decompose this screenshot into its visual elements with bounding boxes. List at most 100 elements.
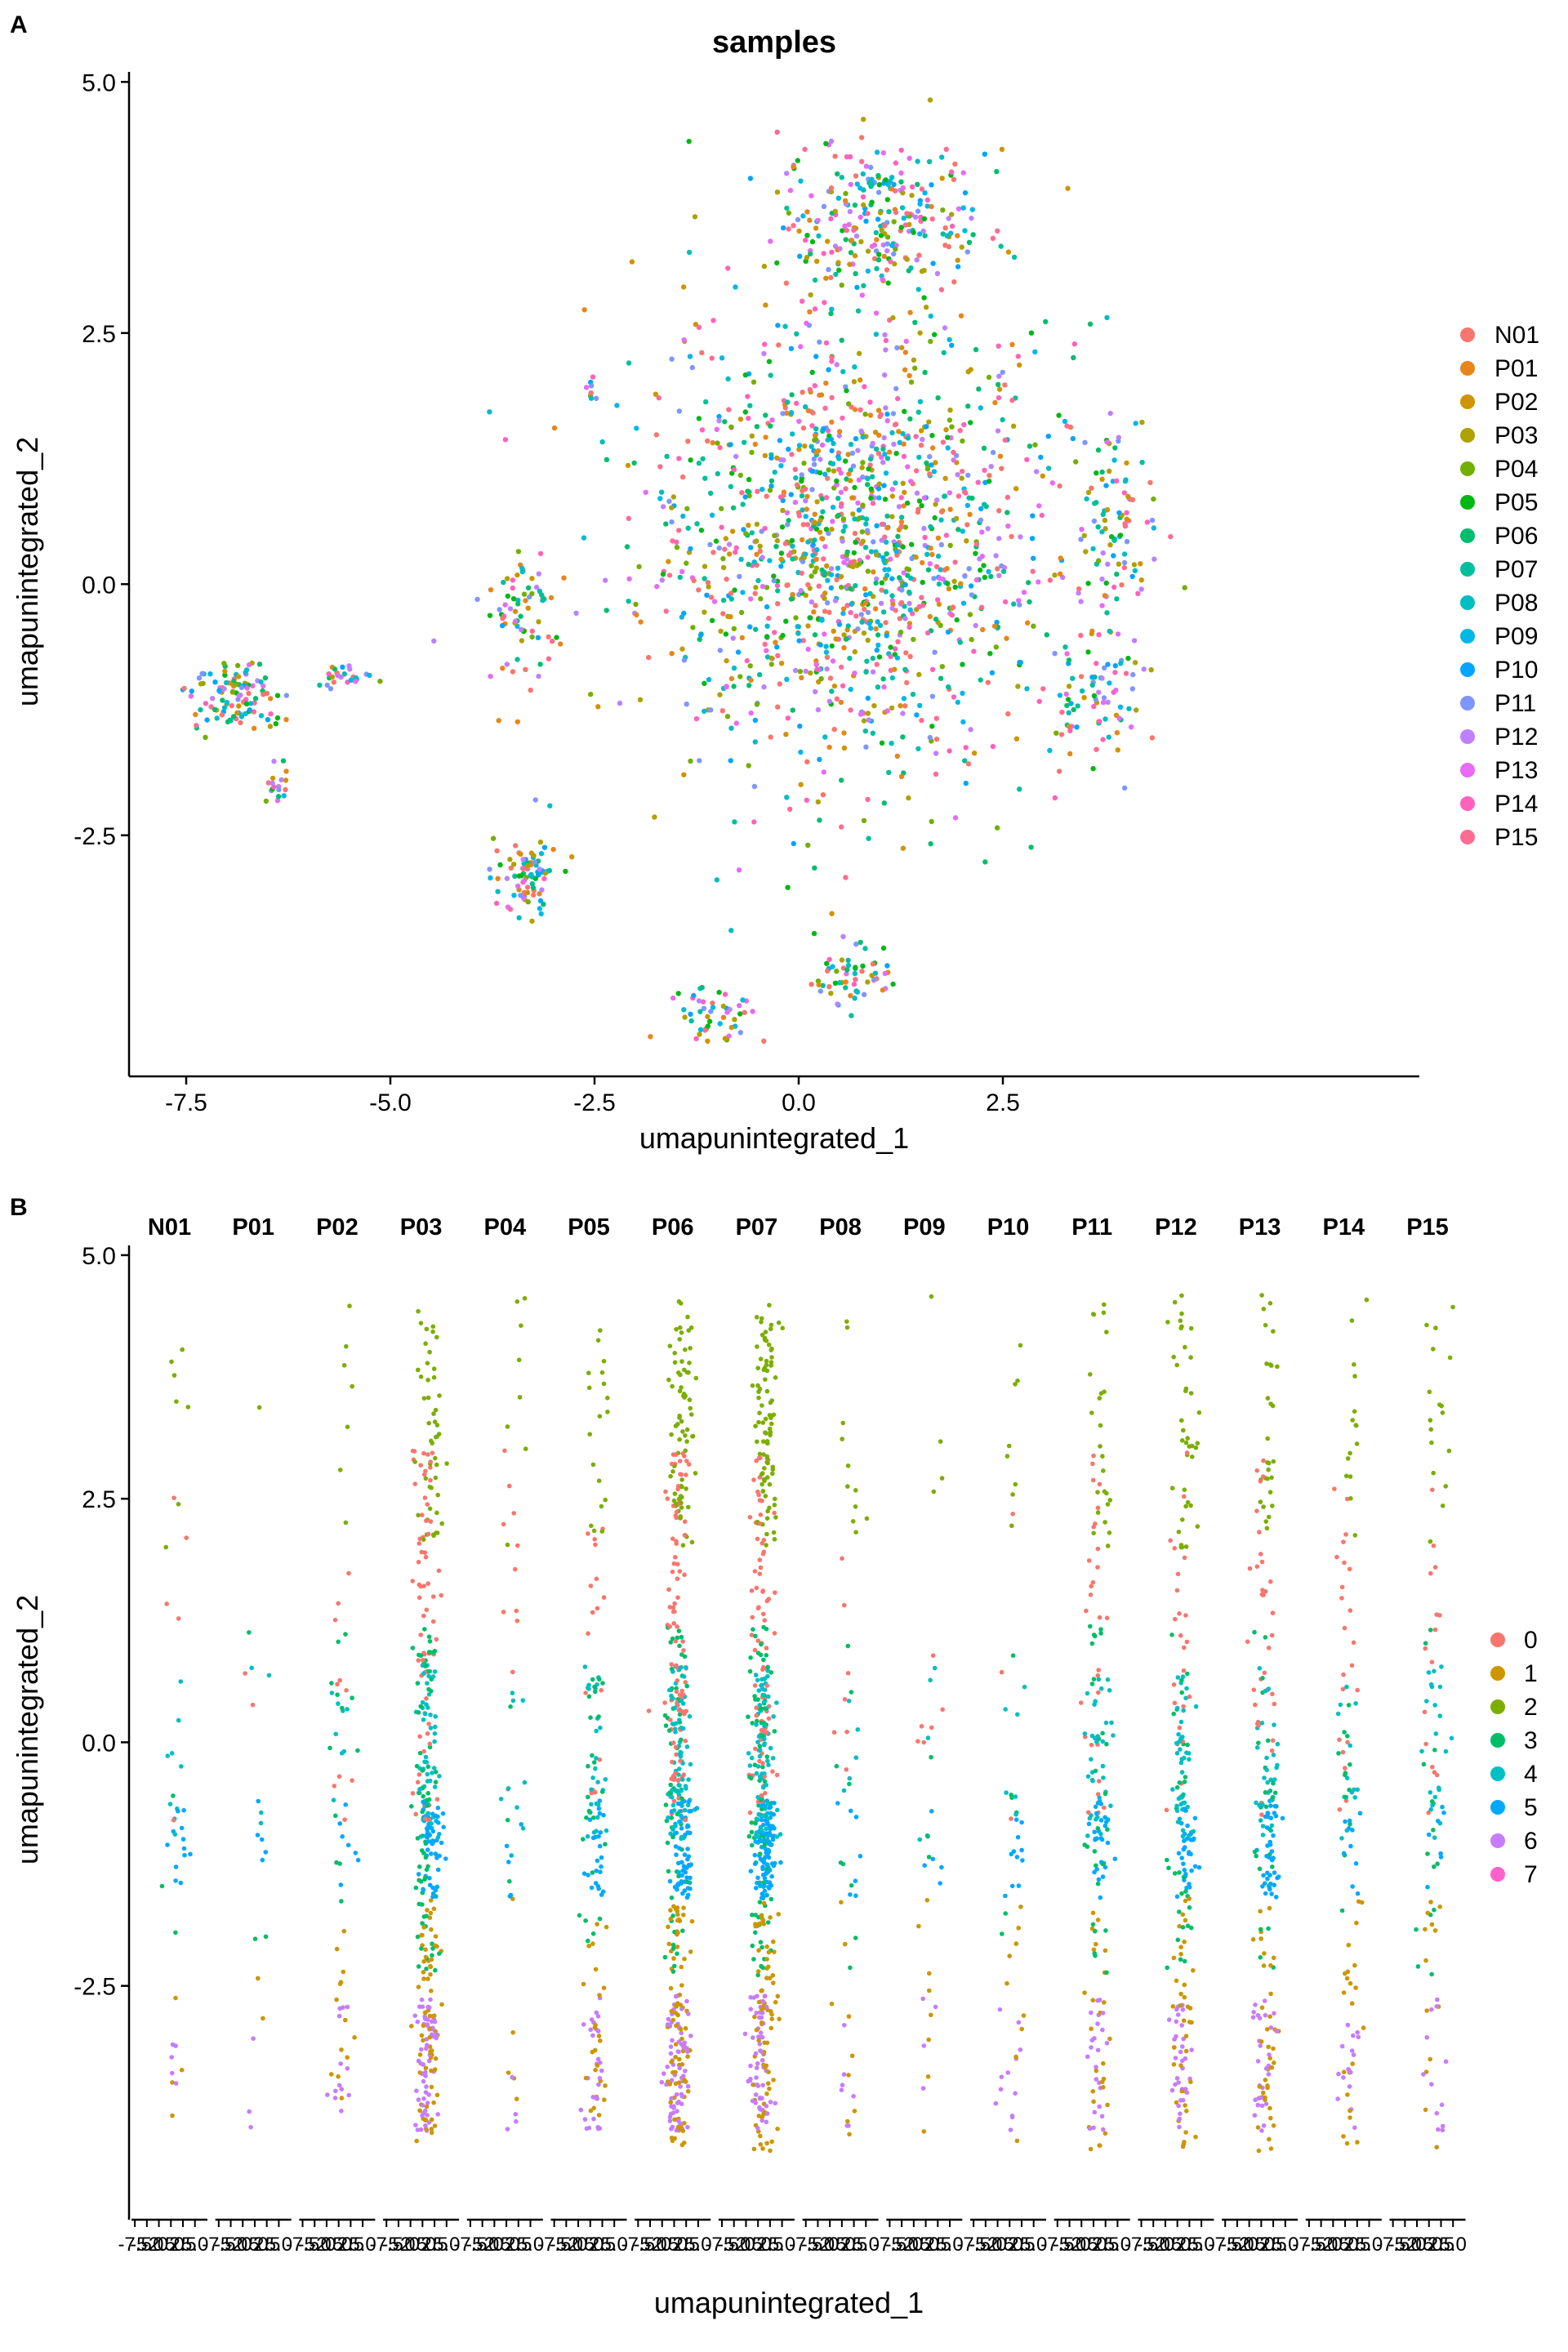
scatter-point bbox=[430, 1894, 435, 1900]
scatter-point bbox=[775, 653, 781, 658]
scatter-point bbox=[178, 1880, 184, 1886]
scatter-point bbox=[768, 1811, 773, 1816]
scatter-point bbox=[178, 1679, 184, 1684]
scatter-point bbox=[426, 1692, 432, 1697]
scatter-point bbox=[1151, 496, 1156, 502]
scatter-point bbox=[1021, 2013, 1027, 2018]
scatter-point bbox=[993, 2100, 999, 2106]
scatter-point bbox=[973, 622, 978, 629]
scatter-point bbox=[889, 493, 896, 499]
x-tick-label: -2.5 bbox=[394, 2234, 427, 2256]
scatter-point bbox=[1075, 703, 1080, 709]
scatter-point bbox=[170, 2080, 175, 2085]
legend-label: P10 bbox=[1494, 657, 1538, 684]
scatter-point bbox=[588, 1715, 593, 1720]
scatter-point bbox=[830, 658, 836, 664]
scatter-point bbox=[845, 1643, 851, 1649]
scatter-point bbox=[770, 1973, 776, 1978]
scatter-point bbox=[686, 1462, 692, 1467]
scatter-point bbox=[420, 1512, 425, 1517]
scatter-point bbox=[1100, 1861, 1106, 1867]
scatter-point bbox=[599, 1855, 604, 1860]
scatter-point bbox=[1180, 2044, 1185, 2049]
scatter-point bbox=[182, 1852, 187, 1858]
scatter-point bbox=[853, 539, 858, 546]
scatter-point bbox=[424, 2046, 429, 2051]
scatter-point bbox=[764, 1362, 769, 1368]
scatter-point bbox=[1087, 1815, 1093, 1821]
scatter-point bbox=[681, 1674, 687, 1679]
scatter-point bbox=[794, 331, 800, 336]
scatter-point bbox=[599, 1789, 605, 1794]
scatter-point bbox=[409, 2024, 414, 2029]
scatter-point bbox=[793, 475, 799, 481]
scatter-point bbox=[548, 595, 555, 601]
scatter-point bbox=[1095, 1565, 1100, 1570]
scatter-point bbox=[824, 563, 830, 569]
scatter-point bbox=[807, 217, 813, 223]
scatter-point bbox=[1180, 1833, 1186, 1839]
scatter-point bbox=[876, 654, 883, 660]
scatter-point bbox=[671, 1956, 676, 1961]
scatter-point bbox=[760, 1540, 765, 1546]
scatter-point bbox=[757, 2015, 762, 2020]
x-tick-label: -7.5 bbox=[202, 2234, 235, 2256]
scatter-point bbox=[1174, 1362, 1179, 1368]
scatter-point bbox=[1089, 1584, 1094, 1589]
scatter-point bbox=[1062, 418, 1068, 425]
scatter-point bbox=[1176, 2080, 1181, 2085]
scatter-point bbox=[786, 446, 791, 452]
scatter-point bbox=[1056, 412, 1062, 418]
scatter-point bbox=[413, 1811, 418, 1817]
scatter-point bbox=[700, 999, 706, 1004]
scatter-point bbox=[865, 475, 871, 482]
scatter-point bbox=[841, 632, 847, 638]
scatter-point bbox=[688, 1862, 693, 1867]
scatter-point bbox=[1078, 674, 1085, 679]
scatter-point bbox=[550, 639, 555, 644]
scatter-point bbox=[882, 567, 888, 572]
scatter-point bbox=[595, 2056, 601, 2062]
scatter-point bbox=[816, 982, 822, 988]
scatter-point bbox=[727, 551, 733, 557]
scatter-point bbox=[708, 595, 715, 600]
scatter-point bbox=[345, 1707, 350, 1712]
scatter-point bbox=[949, 223, 956, 229]
scatter-point bbox=[996, 394, 1002, 401]
scatter-point bbox=[764, 1531, 769, 1537]
scatter-point bbox=[1045, 434, 1052, 439]
scatter-point bbox=[830, 461, 836, 467]
scatter-point bbox=[533, 584, 540, 590]
scatter-point bbox=[510, 669, 516, 675]
scatter-point bbox=[680, 284, 687, 290]
scatter-point bbox=[775, 704, 781, 710]
scatter-point bbox=[1263, 2012, 1268, 2018]
scatter-point bbox=[1149, 517, 1156, 523]
scatter-point bbox=[746, 561, 751, 568]
scatter-point bbox=[673, 1744, 679, 1750]
scatter-point bbox=[785, 399, 791, 405]
scatter-point bbox=[773, 2100, 778, 2106]
scatter-point bbox=[508, 1704, 513, 1709]
scatter-point bbox=[417, 1750, 423, 1756]
scatter-point bbox=[856, 507, 862, 513]
scatter-point bbox=[822, 590, 828, 596]
scatter-point bbox=[595, 704, 601, 710]
scatter-point bbox=[677, 574, 683, 581]
scatter-point bbox=[761, 1822, 766, 1828]
scatter-point bbox=[886, 769, 892, 776]
scatter-point bbox=[243, 667, 250, 673]
scatter-point bbox=[737, 472, 743, 479]
scatter-point bbox=[845, 623, 851, 629]
scatter-point bbox=[412, 1459, 418, 1464]
legend-label: P04 bbox=[1494, 456, 1538, 483]
scatter-point bbox=[1082, 439, 1088, 445]
scatter-point bbox=[679, 2091, 684, 2097]
scatter-point bbox=[424, 1518, 429, 1523]
scatter-point bbox=[677, 1692, 683, 1698]
scatter-point bbox=[919, 595, 924, 600]
scatter-point bbox=[172, 1832, 178, 1837]
scatter-point bbox=[674, 1686, 679, 1691]
scatter-point bbox=[273, 721, 278, 727]
scatter-point bbox=[691, 992, 697, 999]
